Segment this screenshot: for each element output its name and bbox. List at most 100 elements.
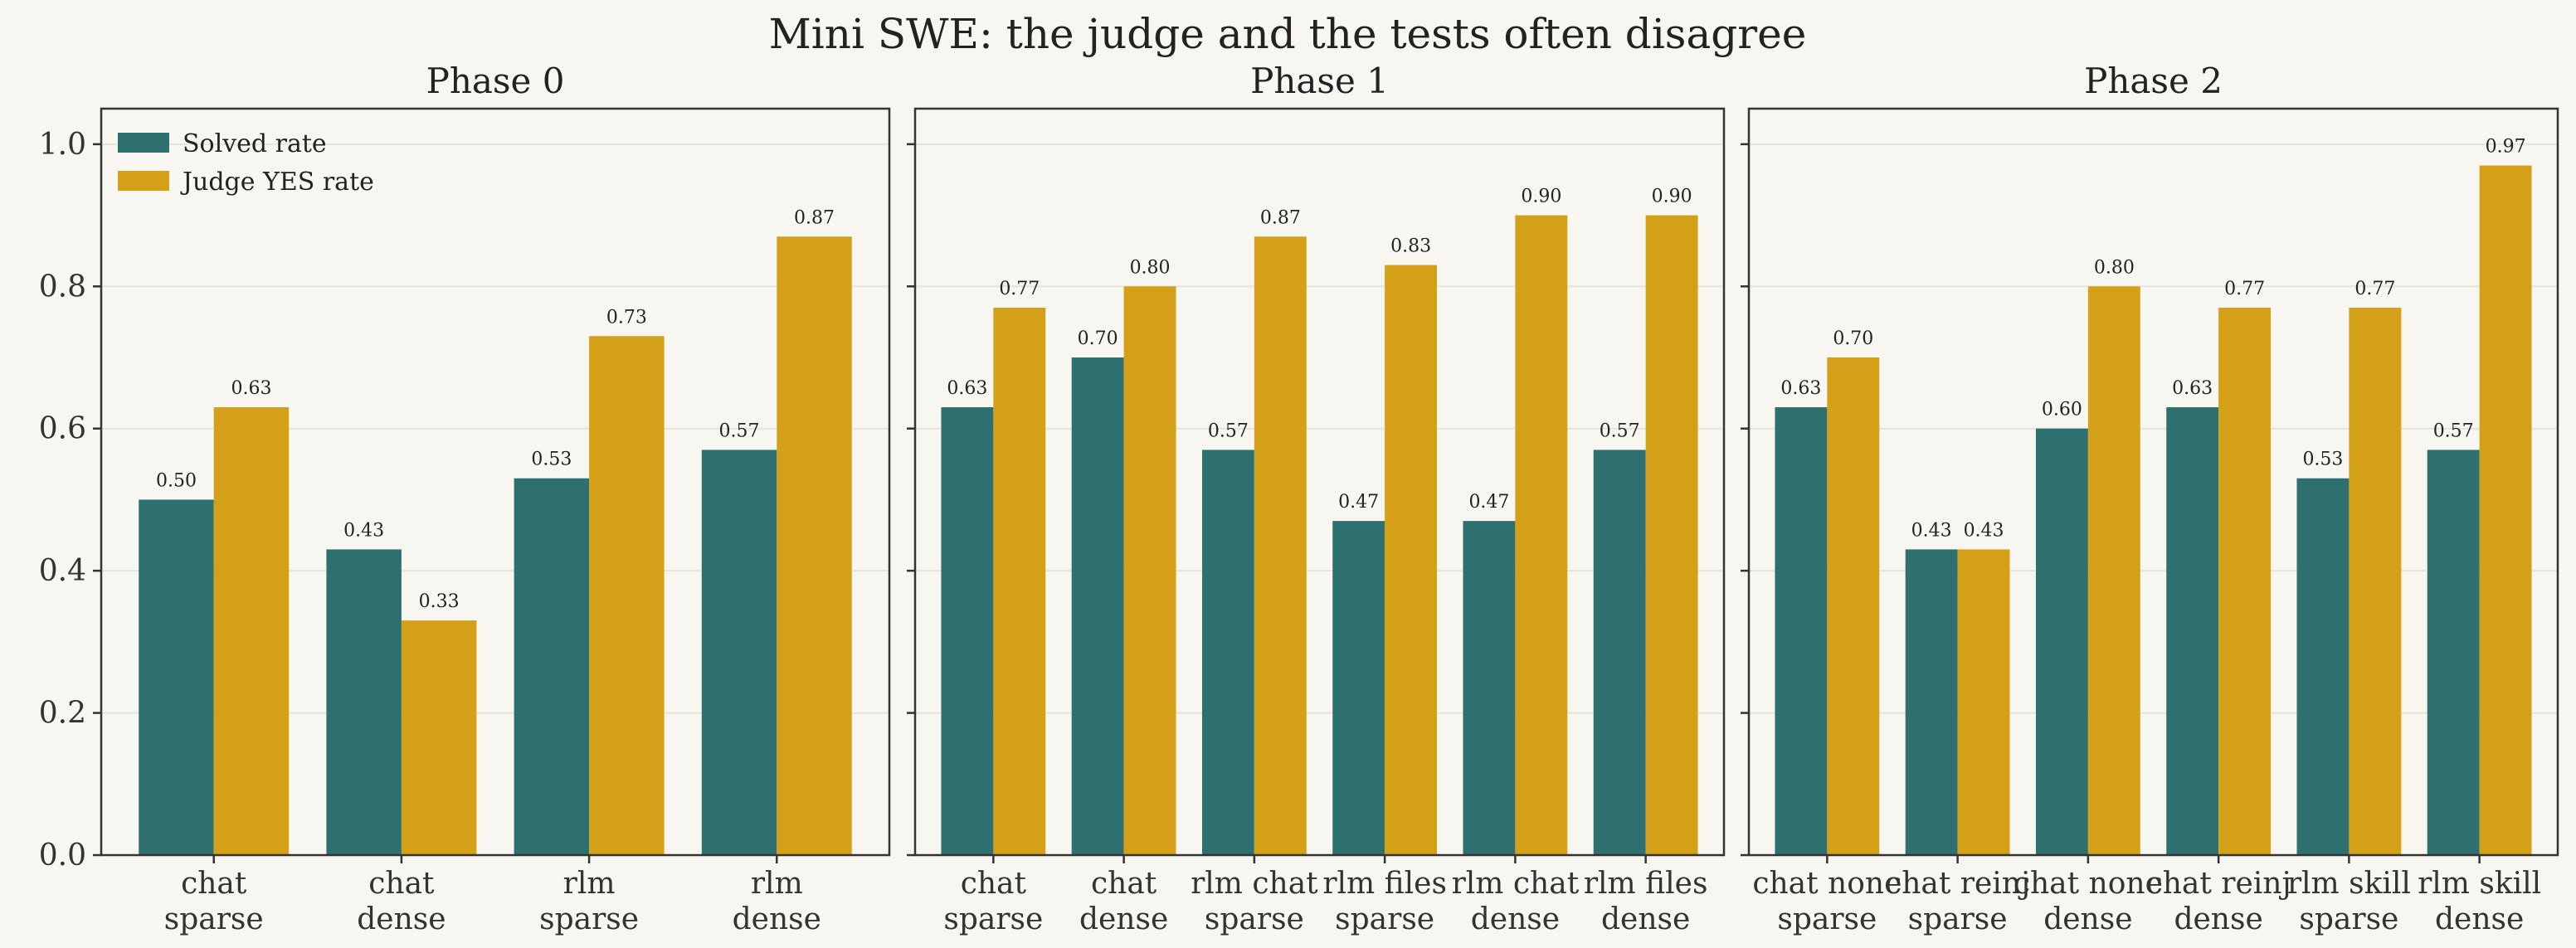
solved-bar-label: 0.47 [1468, 492, 1509, 513]
solved-bar-label: 0.53 [2302, 450, 2343, 470]
legend-swatch [118, 171, 169, 191]
judge-bar [1645, 215, 1698, 856]
judge-bar [993, 308, 1046, 855]
x-tick-label-line: dense [1601, 902, 1690, 936]
x-tick-label-line: chat reinj [2146, 867, 2291, 901]
x-tick-label-line: sparse [539, 902, 639, 936]
x-tick-label: chat dense [357, 867, 446, 936]
x-tick-label-line: rlm chat [1191, 867, 1318, 901]
solved-bar-label: 0.63 [947, 378, 987, 399]
judge-bar [2349, 308, 2402, 855]
x-tick-label: rlm sparse [539, 867, 639, 936]
x-tick-label: chat none dense [2014, 867, 2163, 936]
x-tick-label-line: dense [1079, 902, 1168, 936]
judge-bar-label: 0.87 [1260, 207, 1301, 228]
x-tick-label-line: chat [1091, 867, 1157, 901]
y-tick-label: 0.2 [39, 697, 86, 731]
x-tick-label-line: chat [961, 867, 1027, 901]
judge-bar [1123, 286, 1176, 855]
x-tick-label-line: chat none [2014, 867, 2163, 901]
x-tick-label-line: dense [2435, 902, 2524, 936]
judge-bar [2087, 286, 2140, 855]
plot-frame [913, 107, 1726, 857]
x-tick-label-line: chat reinj [1885, 867, 2030, 901]
x-tick-label-line: sparse [1908, 902, 2008, 936]
x-tick-label: rlm skill sparse [2287, 867, 2411, 936]
x-tick-label-line: dense [2043, 902, 2132, 936]
judge-bar-label: 0.70 [1833, 328, 1873, 349]
x-tick-label-line: rlm skill [2418, 867, 2541, 901]
x-tick-label-line: rlm files [1322, 867, 1447, 901]
judge-bar [1957, 549, 2010, 855]
plot-frame [100, 107, 891, 857]
x-tick-label-line: chat [181, 867, 247, 901]
judge-bar-label: 0.73 [606, 307, 647, 328]
x-tick-label: rlm files sparse [1322, 867, 1447, 936]
solved-bar [1775, 407, 1828, 855]
y-tick-label: 0.6 [39, 412, 86, 446]
y-tick-label: 0.4 [39, 554, 86, 588]
x-tick-label-line: rlm files [1584, 867, 1708, 901]
x-tick-label-line: rlm [563, 867, 616, 901]
solved-bar-label: 0.50 [156, 470, 197, 491]
x-tick-label: chat reinj dense [2146, 867, 2291, 936]
x-tick-label-line: dense [733, 902, 821, 936]
solved-bar-label: 0.43 [1911, 520, 1952, 541]
judge-bar-label: 0.90 [1652, 187, 1692, 207]
x-tick-label-line: sparse [2299, 902, 2398, 936]
solved-bar [1201, 450, 1254, 855]
chart-panel-0: 0.50 0.43 0.53 0.57 0.63 0.33 0.73 0.87 0.0 0.2 0.… [39, 61, 891, 936]
x-tick-label-line: chat [368, 867, 435, 901]
x-tick-label: chat reinj sparse [1885, 867, 2030, 936]
plot-frame [1747, 107, 2559, 857]
solved-bar [1593, 450, 1646, 855]
x-tick-label-line: chat none [1752, 867, 1902, 901]
solved-bar-label: 0.57 [1600, 421, 1640, 441]
judge-bar-label: 0.90 [1521, 187, 1561, 207]
chart-panel-2: 0.63 0.43 0.60 0.63 0.53 0.57 0.70 0.43 0.80 0.77… [1741, 61, 2559, 936]
legend-label: Judge YES rate [180, 168, 374, 197]
judge-bar-label: 0.80 [2094, 257, 2135, 278]
y-tick-label: 1.0 [39, 128, 86, 162]
solved-bar [326, 549, 402, 855]
solved-bar [701, 450, 777, 855]
solved-bar-label: 0.57 [719, 421, 760, 441]
solved-bar-label: 0.60 [2042, 400, 2082, 421]
x-tick-label: chat dense [1079, 867, 1168, 936]
y-tick-label: 0.0 [39, 839, 86, 873]
x-tick-label: rlm chat sparse [1191, 867, 1318, 936]
solved-bar [2035, 428, 2088, 855]
judge-bar-label: 0.97 [2486, 137, 2526, 158]
solved-bar [1905, 549, 1958, 855]
judge-bar-label: 0.33 [419, 591, 460, 612]
solved-bar [1071, 357, 1124, 855]
solved-bar [1332, 521, 1385, 855]
solved-bar [1463, 521, 1516, 855]
judge-bar [1515, 215, 1568, 856]
x-tick-label-line: rlm [751, 867, 803, 901]
judge-bar [213, 407, 290, 855]
x-tick-label-line: rlm skill [2287, 867, 2411, 901]
solved-bar [2296, 478, 2350, 855]
judge-bar [401, 620, 477, 855]
judge-bar-label: 0.63 [231, 378, 271, 399]
x-tick-label: rlm skill dense [2418, 867, 2541, 936]
solved-bar-label: 0.57 [1208, 421, 1249, 441]
figure-title: Mini SWE: the judge and the tests often … [769, 10, 1807, 58]
y-tick-label: 0.8 [39, 270, 86, 304]
solved-bar-label: 0.70 [1078, 328, 1118, 349]
judge-bar [1385, 265, 1438, 856]
x-tick-label: chat none sparse [1752, 867, 1902, 936]
judge-bar [2218, 308, 2272, 855]
legend-label: Solved rate [183, 129, 327, 158]
x-tick-label: chat sparse [164, 867, 264, 936]
judge-bar [589, 336, 665, 855]
judge-bar [777, 236, 852, 855]
x-tick-label-line: sparse [1777, 902, 1877, 936]
judge-bar-label: 0.77 [999, 279, 1040, 299]
panel-title: Phase 2 [2084, 61, 2223, 101]
judge-bar-label: 0.43 [1964, 520, 2004, 541]
judge-bar-label: 0.87 [794, 207, 835, 228]
x-tick-label: rlm dense [733, 867, 821, 936]
